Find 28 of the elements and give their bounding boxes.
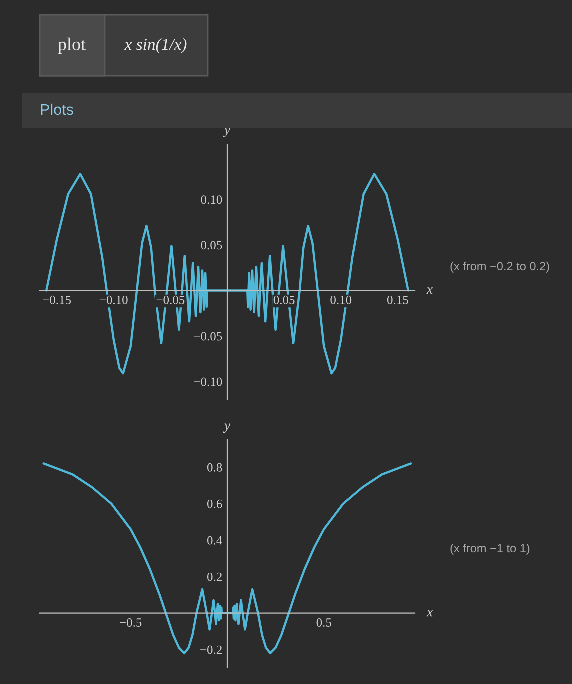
y-tick-label: −0.10 (194, 378, 222, 386)
x-tick-label: −0.5 (120, 618, 142, 627)
x-tick-label: −0.10 (100, 296, 128, 304)
y-tick-label: −0.2 (200, 646, 222, 654)
x-axis-title: x (426, 288, 433, 294)
y-axis-title: y (223, 128, 231, 138)
line-series (45, 173, 410, 375)
chart-title: plot (58, 38, 86, 54)
text: Plots (41, 104, 74, 116)
y-axis-title: y (223, 424, 231, 434)
y-tick-label: 0.05 (201, 241, 222, 250)
x-tick-label: 0.10 (330, 296, 352, 304)
y-tick-label: 0.6 (207, 500, 222, 508)
x-tick-label: 0.05 (274, 296, 295, 304)
line-series (42, 462, 412, 655)
y-tick-label: 0.4 (207, 536, 222, 545)
x-tick-label: 0.5 (316, 618, 332, 627)
y-tick-label: 0.10 (201, 196, 222, 204)
text: (x from −1 to 1) (450, 544, 530, 555)
text: (x from −0.2 to 0.2) (450, 262, 550, 273)
y-tick-label: 0.2 (207, 572, 222, 582)
x-tick-label: −0.05 (156, 296, 185, 304)
x-tick-label: 0.15 (387, 296, 408, 304)
x-tick-label: −0.15 (43, 296, 72, 304)
y-tick-label: −0.05 (194, 332, 222, 341)
chart-subtitle: x sin(1/x) (124, 38, 187, 54)
x-axis-title: x (426, 610, 433, 617)
y-tick-label: 0.8 (207, 463, 222, 472)
